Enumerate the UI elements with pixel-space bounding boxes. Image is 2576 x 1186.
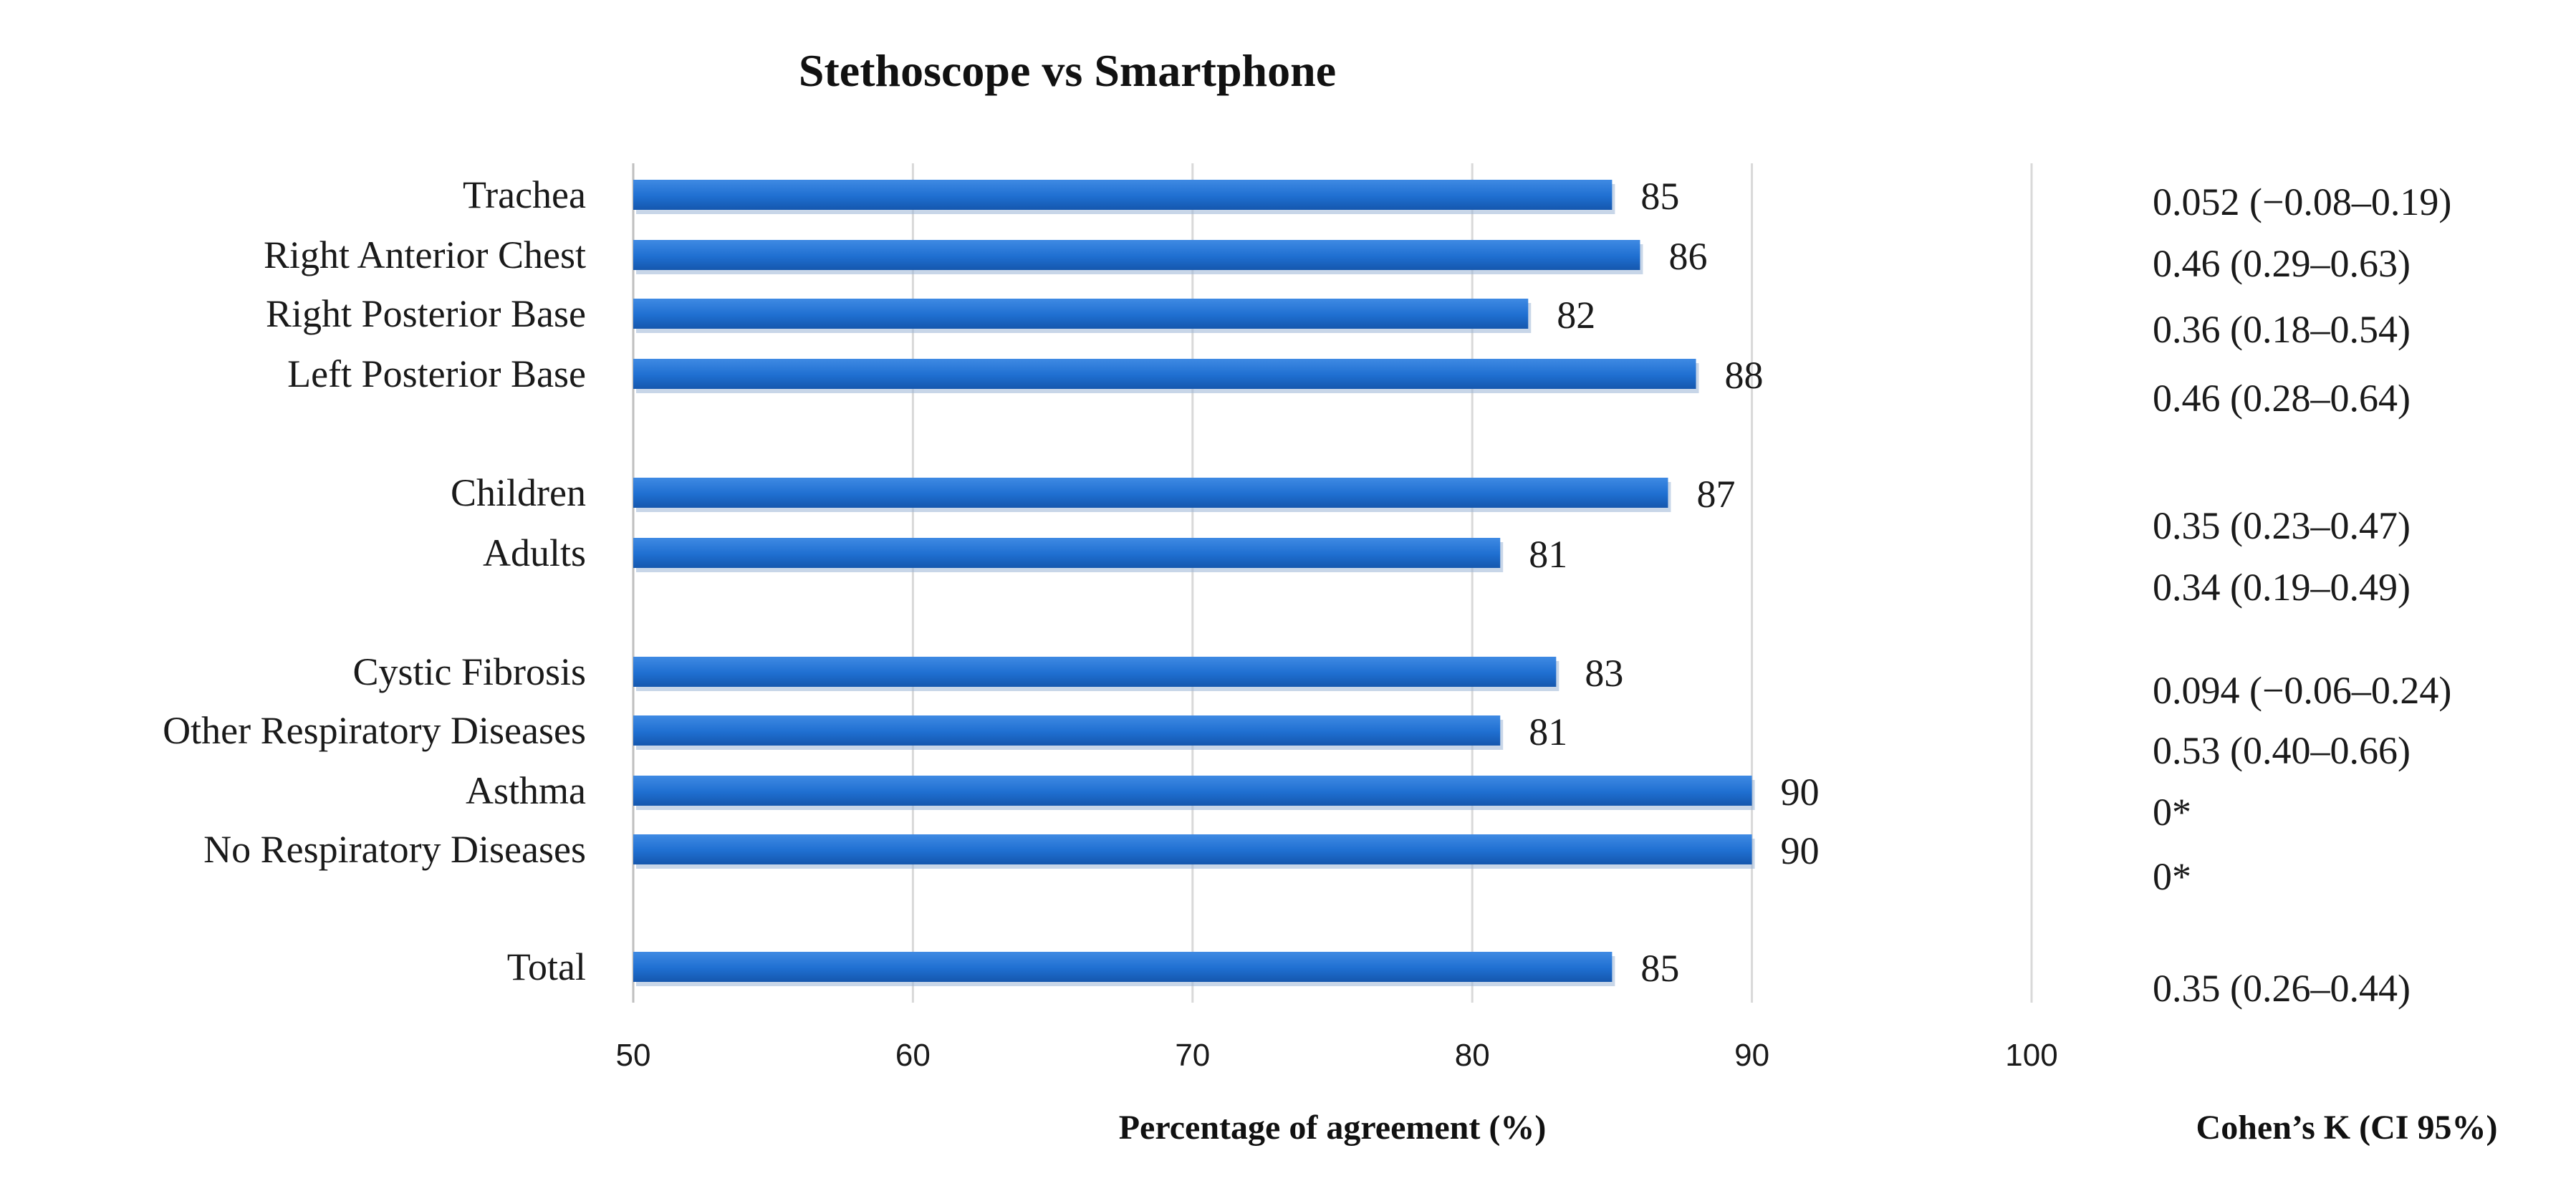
x-tick-label-80: 80 <box>1455 1038 1490 1073</box>
value-label: 82 <box>1557 294 1595 337</box>
bar-other-respiratory-diseases <box>633 715 1501 746</box>
gridlines <box>632 163 2033 1003</box>
kappa-label: 0.052 (−0.08–0.19) <box>2153 180 2451 223</box>
bar-no-respiratory-diseases <box>633 834 1752 864</box>
category-label: Left Posterior Base <box>287 352 586 395</box>
kappa-header: Cohen’s K (CI 95%) <box>2196 1109 2498 1147</box>
value-label: 90 <box>1781 829 1820 872</box>
kappa-label: 0.094 (−0.06–0.24) <box>2153 669 2451 712</box>
chart-title: Stethoscope vs Smartphone <box>799 45 1336 96</box>
category-label: Trachea <box>463 173 586 216</box>
kappa-label: 0.35 (0.26–0.44) <box>2153 967 2411 1010</box>
bar-cystic-fibrosis <box>633 657 1557 687</box>
category-label: Cystic Fibrosis <box>352 650 586 693</box>
kappa-label: 0* <box>2153 855 2191 898</box>
kappa-label: 0.46 (0.29–0.63) <box>2153 242 2411 285</box>
kappa-label: 0.34 (0.19–0.49) <box>2153 566 2411 609</box>
x-tick-label-60: 60 <box>895 1038 931 1073</box>
category-label: Right Posterior Base <box>266 292 586 335</box>
bar-children <box>633 478 1668 508</box>
category-label: Right Anterior Chest <box>264 233 586 276</box>
bar-total <box>633 952 1613 982</box>
category-label: Adults <box>483 531 586 574</box>
value-label: 85 <box>1640 175 1679 218</box>
bar-right-anterior-chest <box>633 240 1640 270</box>
kappa-label: 0.36 (0.18–0.54) <box>2153 308 2411 351</box>
bars <box>633 180 1755 986</box>
bar-adults <box>633 538 1501 568</box>
kappa-label: 0.35 (0.23–0.47) <box>2153 504 2411 547</box>
category-label: Children <box>451 471 586 514</box>
x-axis-label: Percentage of agreement (%) <box>1119 1109 1547 1147</box>
category-label: No Respiratory Diseases <box>203 828 586 871</box>
category-label: Asthma <box>466 769 586 812</box>
value-label: 81 <box>1529 710 1567 753</box>
value-label: 90 <box>1781 771 1820 814</box>
kappa-label: 0.53 (0.40–0.66) <box>2153 729 2411 772</box>
labels: 50 60 70 80 90 100 Trachea 85 0.052 (−0.08–0.19)… <box>163 173 2451 1073</box>
x-tick-label-70: 70 <box>1175 1038 1210 1073</box>
bar-asthma <box>633 776 1752 806</box>
value-label: 85 <box>1640 947 1679 990</box>
value-label: 81 <box>1529 533 1567 576</box>
bar-trachea <box>633 180 1613 210</box>
bar-left-posterior-base <box>633 359 1696 389</box>
x-tick-label-50: 50 <box>616 1038 651 1073</box>
value-label: 86 <box>1668 235 1707 278</box>
value-label: 83 <box>1585 652 1623 695</box>
value-label: 87 <box>1696 473 1735 516</box>
kappa-label: 0* <box>2153 791 2191 834</box>
category-label: Other Respiratory Diseases <box>163 709 586 752</box>
x-tick-label-90: 90 <box>1734 1038 1769 1073</box>
value-label: 88 <box>1725 354 1764 397</box>
bar-right-posterior-base <box>633 299 1529 329</box>
kappa-label: 0.46 (0.28–0.64) <box>2153 377 2411 420</box>
x-tick-label-100: 100 <box>2005 1038 2057 1073</box>
category-label: Total <box>507 945 586 988</box>
